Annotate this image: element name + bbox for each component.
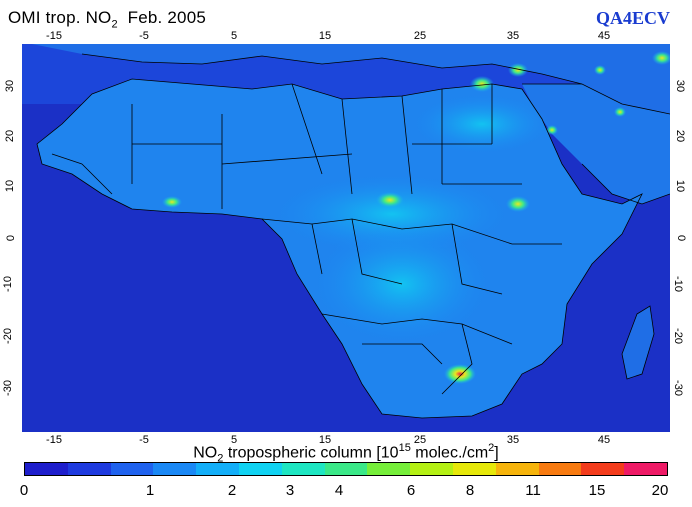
- cbar-label-mid2: molec./cm: [410, 444, 489, 462]
- cbar-label-prefix: NO: [193, 444, 218, 462]
- lon-tick-top: -15: [46, 30, 62, 42]
- lon-tick-bottom: 15: [318, 434, 332, 446]
- hotspot-arabia: [594, 65, 606, 75]
- lon-tick-bottom: 45: [597, 434, 611, 446]
- map-title: OMI trop. NO2 Feb. 2005: [8, 8, 206, 30]
- cbar-tick: 11: [525, 482, 541, 499]
- cbar-label-sub: 2: [217, 452, 224, 465]
- lat-tick-right: -20: [671, 328, 684, 344]
- colorbar-segment: [196, 463, 239, 475]
- lon-tick-top: -5: [139, 30, 149, 42]
- colorbar-segment: [67, 463, 111, 475]
- lat-tick-right: 0: [675, 234, 688, 242]
- hotspot-riyadh: [614, 107, 626, 117]
- lat-tick-right: -10: [671, 276, 684, 292]
- lon-tick-bottom: 25: [413, 434, 427, 446]
- colorbar-title: NO2 tropospheric column [1015 molec./cm2…: [0, 442, 692, 465]
- lat-tick-left: -20: [1, 328, 14, 344]
- title-subscript: 2: [111, 18, 118, 31]
- glow-sahel: [272, 174, 512, 254]
- colorbar-segment: [624, 463, 667, 475]
- lon-tick-top: 15: [318, 30, 332, 42]
- colorbar-segment: [410, 463, 453, 475]
- glow-north: [412, 94, 552, 154]
- colorbar-segment: [238, 463, 282, 475]
- colorbar-segment: [25, 463, 68, 475]
- cbar-tick: 20: [651, 482, 669, 499]
- lat-tick-left: 30: [4, 79, 17, 93]
- hotspot-ethiopia: [506, 196, 530, 212]
- map-svg: [22, 44, 670, 432]
- colorbar-segment: [324, 463, 368, 475]
- hotspot-sudan: [546, 125, 558, 135]
- lat-tick-left: 20: [4, 129, 17, 143]
- cbar-label-mid: tropospheric column [10: [223, 444, 399, 462]
- hotspot-gulf: [652, 51, 670, 65]
- cbar-tick: 6: [406, 482, 416, 499]
- colorbar-segment: [452, 463, 496, 475]
- lat-tick-left: 10: [4, 179, 17, 193]
- lon-tick-top: 5: [230, 30, 238, 42]
- cbar-tick: 4: [334, 482, 344, 499]
- cbar-label-suffix: ]: [494, 444, 499, 462]
- hotspot-central-africa: [376, 192, 404, 208]
- lon-tick-top: 25: [413, 30, 427, 42]
- lon-tick-bottom: -5: [139, 434, 149, 446]
- colorbar-segment: [153, 463, 197, 475]
- colorbar-segment: [110, 463, 154, 475]
- colorbar: [24, 462, 668, 476]
- lat-tick-right: 20: [674, 129, 687, 143]
- cbar-label-sup: 15: [398, 442, 411, 454]
- hotspot-johannesburg: [444, 364, 476, 384]
- land-arabia: [522, 84, 670, 204]
- colorbar-segment: [581, 463, 625, 475]
- cbar-tick: 2: [227, 482, 237, 499]
- lon-tick-bottom: 5: [230, 434, 238, 446]
- cbar-tick: 8: [465, 482, 475, 499]
- land-madagascar: [622, 306, 654, 379]
- hotspot-cairo: [470, 76, 494, 92]
- lon-tick-top: 45: [597, 30, 611, 42]
- lon-tick-bottom: 35: [506, 434, 520, 446]
- hotspot-west-africa: [162, 196, 182, 208]
- cbar-tick: 15: [588, 482, 606, 499]
- cbar-label-sup2: 2: [488, 442, 495, 454]
- lat-tick-right: 30: [674, 79, 687, 93]
- lon-tick-top: 35: [506, 30, 520, 42]
- lon-tick-bottom: -15: [46, 434, 62, 446]
- lat-tick-left: 0: [5, 234, 18, 242]
- cbar-tick: 3: [285, 482, 295, 499]
- lat-tick-left: -10: [1, 276, 14, 292]
- no2-map: [22, 44, 670, 432]
- land-europe: [32, 44, 670, 114]
- brand-label: QA4ECV: [595, 8, 670, 28]
- title-suffix: Feb. 2005: [117, 8, 207, 27]
- cbar-tick: 0: [19, 482, 29, 499]
- lat-tick-right: 10: [674, 179, 687, 193]
- colorbar-segment: [495, 463, 539, 475]
- borders: [36, 53, 670, 419]
- title-prefix: OMI trop. NO: [8, 8, 112, 27]
- hotspot-israel: [508, 63, 528, 77]
- colorbar-segment: [367, 463, 411, 475]
- colorbar-segment: [281, 463, 325, 475]
- cbar-tick: 1: [145, 482, 155, 499]
- colorbar-segment: [538, 463, 582, 475]
- lat-tick-left: -30: [1, 380, 14, 396]
- lat-tick-right: -30: [671, 380, 684, 396]
